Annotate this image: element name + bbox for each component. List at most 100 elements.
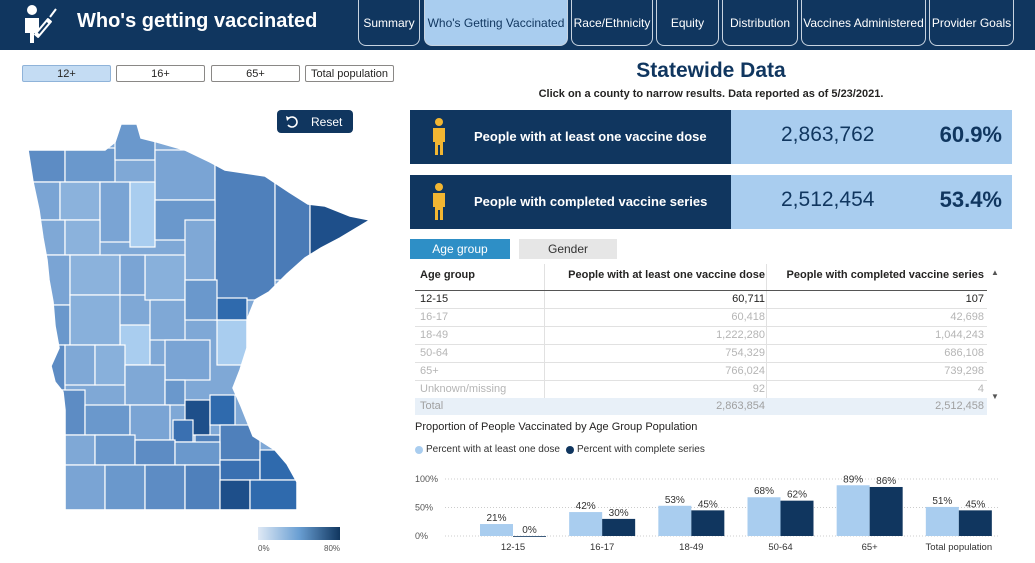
data-label: 30% [609,508,629,519]
data-label: 51% [932,496,952,507]
table-row[interactable]: 50-64 754,329 686,108 [415,345,987,362]
kpi-completed-label-box: People with completed vaccine series [410,175,731,229]
x-tick-label: Total population [926,542,993,553]
cell-age-group: 16-17 [420,311,449,323]
table-row[interactable]: 12-15 60,711 107 [415,291,987,308]
bar-complete [691,510,725,536]
cell-one-dose: 1,222,280 [716,329,765,341]
statewide-subtitle: Click on a county to narrow results. Dat… [538,88,884,100]
x-tick-label: 12-15 [501,542,525,553]
data-label: 21% [486,513,506,524]
tab-distribution[interactable]: Distribution [722,0,798,46]
bar-complete [602,518,636,536]
table-row[interactable]: 18-49 1,222,280 1,044,243 [415,327,987,344]
x-tick-label: 18-49 [679,542,703,553]
filter-16-plus-button[interactable]: 16+ [116,65,205,82]
column-divider [544,264,545,414]
column-divider [766,264,767,414]
cell-completed: 686,108 [944,347,984,359]
data-label: 42% [576,501,596,512]
table-row[interactable]: 16-17 60,418 42,698 [415,309,987,326]
cell-completed: 739,298 [944,365,984,377]
legend-max-label: 80% [324,544,341,553]
chart-legend: Percent with at least one dose Percent w… [415,444,705,455]
cell-age-group: 18-49 [420,329,449,341]
cell-total-one-dose: 2,863,854 [716,400,765,412]
table-header: Age group People with at least one vacci… [415,264,987,290]
legend-label-one-dose: Percent with at least one dose [426,444,560,455]
vaccine-logo-icon [25,5,57,43]
tab-race-ethnicity[interactable]: Race/Ethnicity [571,0,653,46]
cell-total-completed: 2,512,458 [935,400,984,412]
x-tick-label: 50-64 [768,542,792,553]
cell-age-group: 12-15 [420,293,449,305]
kpi-one-dose-percent: 60.9% [939,122,1002,147]
tab-summary[interactable]: Summary [358,0,420,46]
filter-65-plus-button[interactable]: 65+ [211,65,300,82]
map-color-legend [258,527,340,540]
legend-dot-complete [565,445,574,454]
reset-button[interactable]: Reset [277,110,353,133]
row-divider [415,344,987,345]
kpi-one-dose-count: 2,863,762 [781,123,875,146]
cell-total-label: Total [420,400,444,412]
data-label: 53% [665,495,685,506]
y-tick-label: 50% [415,503,433,513]
reset-label: Reset [311,114,343,129]
col-header-age-group[interactable]: Age group [420,269,475,281]
data-label: 0% [522,525,537,536]
cell-one-dose: 60,711 [732,293,765,305]
tab-vaccines-administered[interactable]: Vaccines Administered [801,0,926,46]
data-label: 86% [876,476,896,487]
bar-one-dose [925,506,959,536]
cell-one-dose: 92 [752,383,765,395]
row-divider [415,362,987,363]
chart-title: Proportion of People Vaccinated by Age G… [415,421,698,433]
table-total-row: Total 2,863,854 2,512,458 [415,398,987,415]
kpi-one-dose-label: People with at least one vaccine dose [474,129,707,144]
tab-whos-getting-vaccinated[interactable]: Who's Getting Vaccinated [424,0,568,46]
bar-one-dose [747,497,781,536]
data-label: 45% [965,499,985,510]
filter-total-population-button[interactable]: Total population [305,65,394,82]
data-label: 45% [698,499,718,510]
kpi-completed-percent: 53.4% [939,187,1002,212]
cell-completed: 42,698 [950,311,984,323]
col-header-completed[interactable]: People with completed vaccine series [786,269,984,281]
cell-completed: 4 [977,383,984,395]
cell-age-group: Unknown/missing [420,383,507,395]
table-row[interactable]: 65+ 766,024 739,298 [415,363,987,380]
app-header: Who's getting vaccinated Summary Who's G… [0,0,1035,50]
kpi-completed-series: People with completed vaccine series 2,5… [410,175,1012,229]
county-map[interactable] [25,120,375,515]
bar-one-dose [658,505,692,536]
scroll-up-icon[interactable]: ▲ [991,268,999,277]
data-label: 62% [787,490,807,501]
col-header-one-dose[interactable]: People with at least one vaccine dose [568,269,765,281]
tab-gender[interactable]: Gender [519,239,617,259]
county-shapes[interactable] [25,120,375,515]
scroll-down-icon[interactable]: ▼ [991,392,999,401]
kpi-completed-count: 2,512,454 [781,188,875,211]
bar-complete [958,510,992,536]
y-tick-label: 0% [415,531,428,541]
x-tick-label: 65+ [862,542,879,553]
cell-age-group: 65+ [420,365,439,377]
tab-provider-goals[interactable]: Provider Goals [929,0,1014,46]
row-divider [415,308,987,309]
table-row[interactable]: Unknown/missing 92 4 [415,381,987,398]
tab-equity[interactable]: Equity [656,0,719,46]
bar-complete [513,536,546,537]
cell-completed: 107 [965,293,984,305]
cell-age-group: 50-64 [420,347,449,359]
age-group-bar-chart: 100% 50% 0% 21% 0% 12-15 42% 30% 16-17 53% 45% 18-4… [415,474,1000,553]
filter-12-plus-button[interactable]: 12+ [22,65,111,82]
undo-icon [286,115,298,128]
tab-age-group[interactable]: Age group [410,239,510,259]
person-icon [433,118,445,155]
y-tick-label: 100% [415,474,438,484]
cell-one-dose: 766,024 [725,365,765,377]
header-divider [415,290,987,291]
legend-label-complete: Percent with complete series [576,444,705,455]
legend-dot-one-dose [415,445,423,454]
